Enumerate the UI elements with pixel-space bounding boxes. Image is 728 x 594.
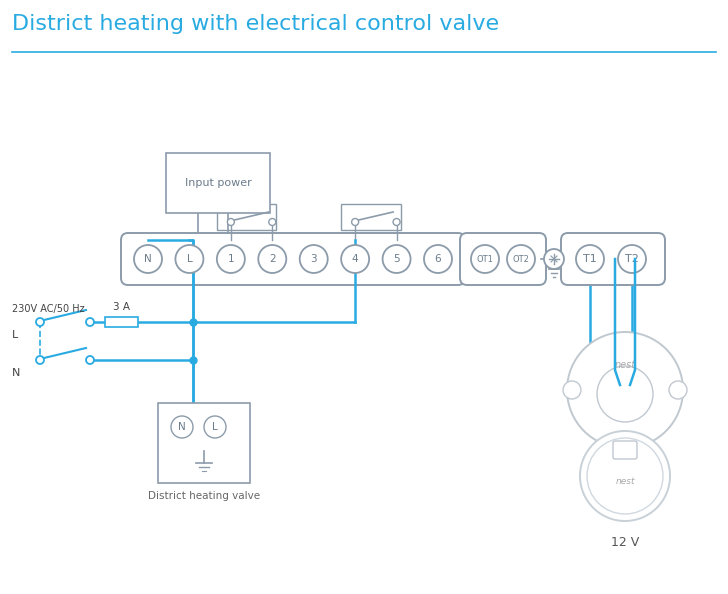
Circle shape [567,332,683,448]
Circle shape [36,356,44,364]
FancyBboxPatch shape [217,204,277,230]
Text: Input power: Input power [185,178,251,188]
FancyBboxPatch shape [460,233,546,285]
FancyBboxPatch shape [561,233,665,285]
Text: District heating valve: District heating valve [148,491,260,501]
Text: N: N [144,254,152,264]
Text: L: L [212,422,218,432]
Circle shape [597,366,653,422]
Circle shape [204,416,226,438]
Circle shape [258,245,286,273]
Text: L: L [12,330,18,340]
Circle shape [175,245,203,273]
Text: nest: nest [614,360,636,370]
Circle shape [269,219,276,226]
Text: nest: nest [615,476,635,485]
FancyBboxPatch shape [166,153,270,213]
Text: 1: 1 [228,254,234,264]
Circle shape [341,245,369,273]
FancyBboxPatch shape [613,441,637,459]
Circle shape [618,245,646,273]
Text: 3 A: 3 A [113,302,130,312]
FancyBboxPatch shape [121,233,465,285]
Circle shape [171,416,193,438]
FancyBboxPatch shape [105,317,138,327]
Circle shape [471,245,499,273]
Text: OT2: OT2 [513,254,529,264]
Circle shape [544,249,564,269]
Circle shape [576,245,604,273]
Text: N: N [178,422,186,432]
Text: L: L [186,254,192,264]
Circle shape [507,245,535,273]
Text: 3: 3 [310,254,317,264]
Circle shape [352,219,359,226]
Circle shape [300,245,328,273]
Text: 2: 2 [269,254,276,264]
Text: T2: T2 [625,254,639,264]
Circle shape [563,381,581,399]
Text: OT1: OT1 [477,254,494,264]
Text: N: N [12,368,20,378]
Text: 6: 6 [435,254,441,264]
FancyBboxPatch shape [341,204,400,230]
Circle shape [383,245,411,273]
Text: District heating with electrical control valve: District heating with electrical control… [12,14,499,34]
FancyBboxPatch shape [158,403,250,483]
Circle shape [669,381,687,399]
Circle shape [587,438,663,514]
Text: 5: 5 [393,254,400,264]
Circle shape [36,318,44,326]
Text: 4: 4 [352,254,358,264]
Circle shape [580,431,670,521]
Circle shape [86,318,94,326]
Circle shape [86,356,94,364]
Circle shape [424,245,452,273]
Text: 230V AC/50 Hz: 230V AC/50 Hz [12,304,84,314]
Circle shape [217,245,245,273]
Text: 12 V: 12 V [611,536,639,549]
Text: T1: T1 [583,254,597,264]
Circle shape [227,219,234,226]
Circle shape [393,219,400,226]
Circle shape [134,245,162,273]
